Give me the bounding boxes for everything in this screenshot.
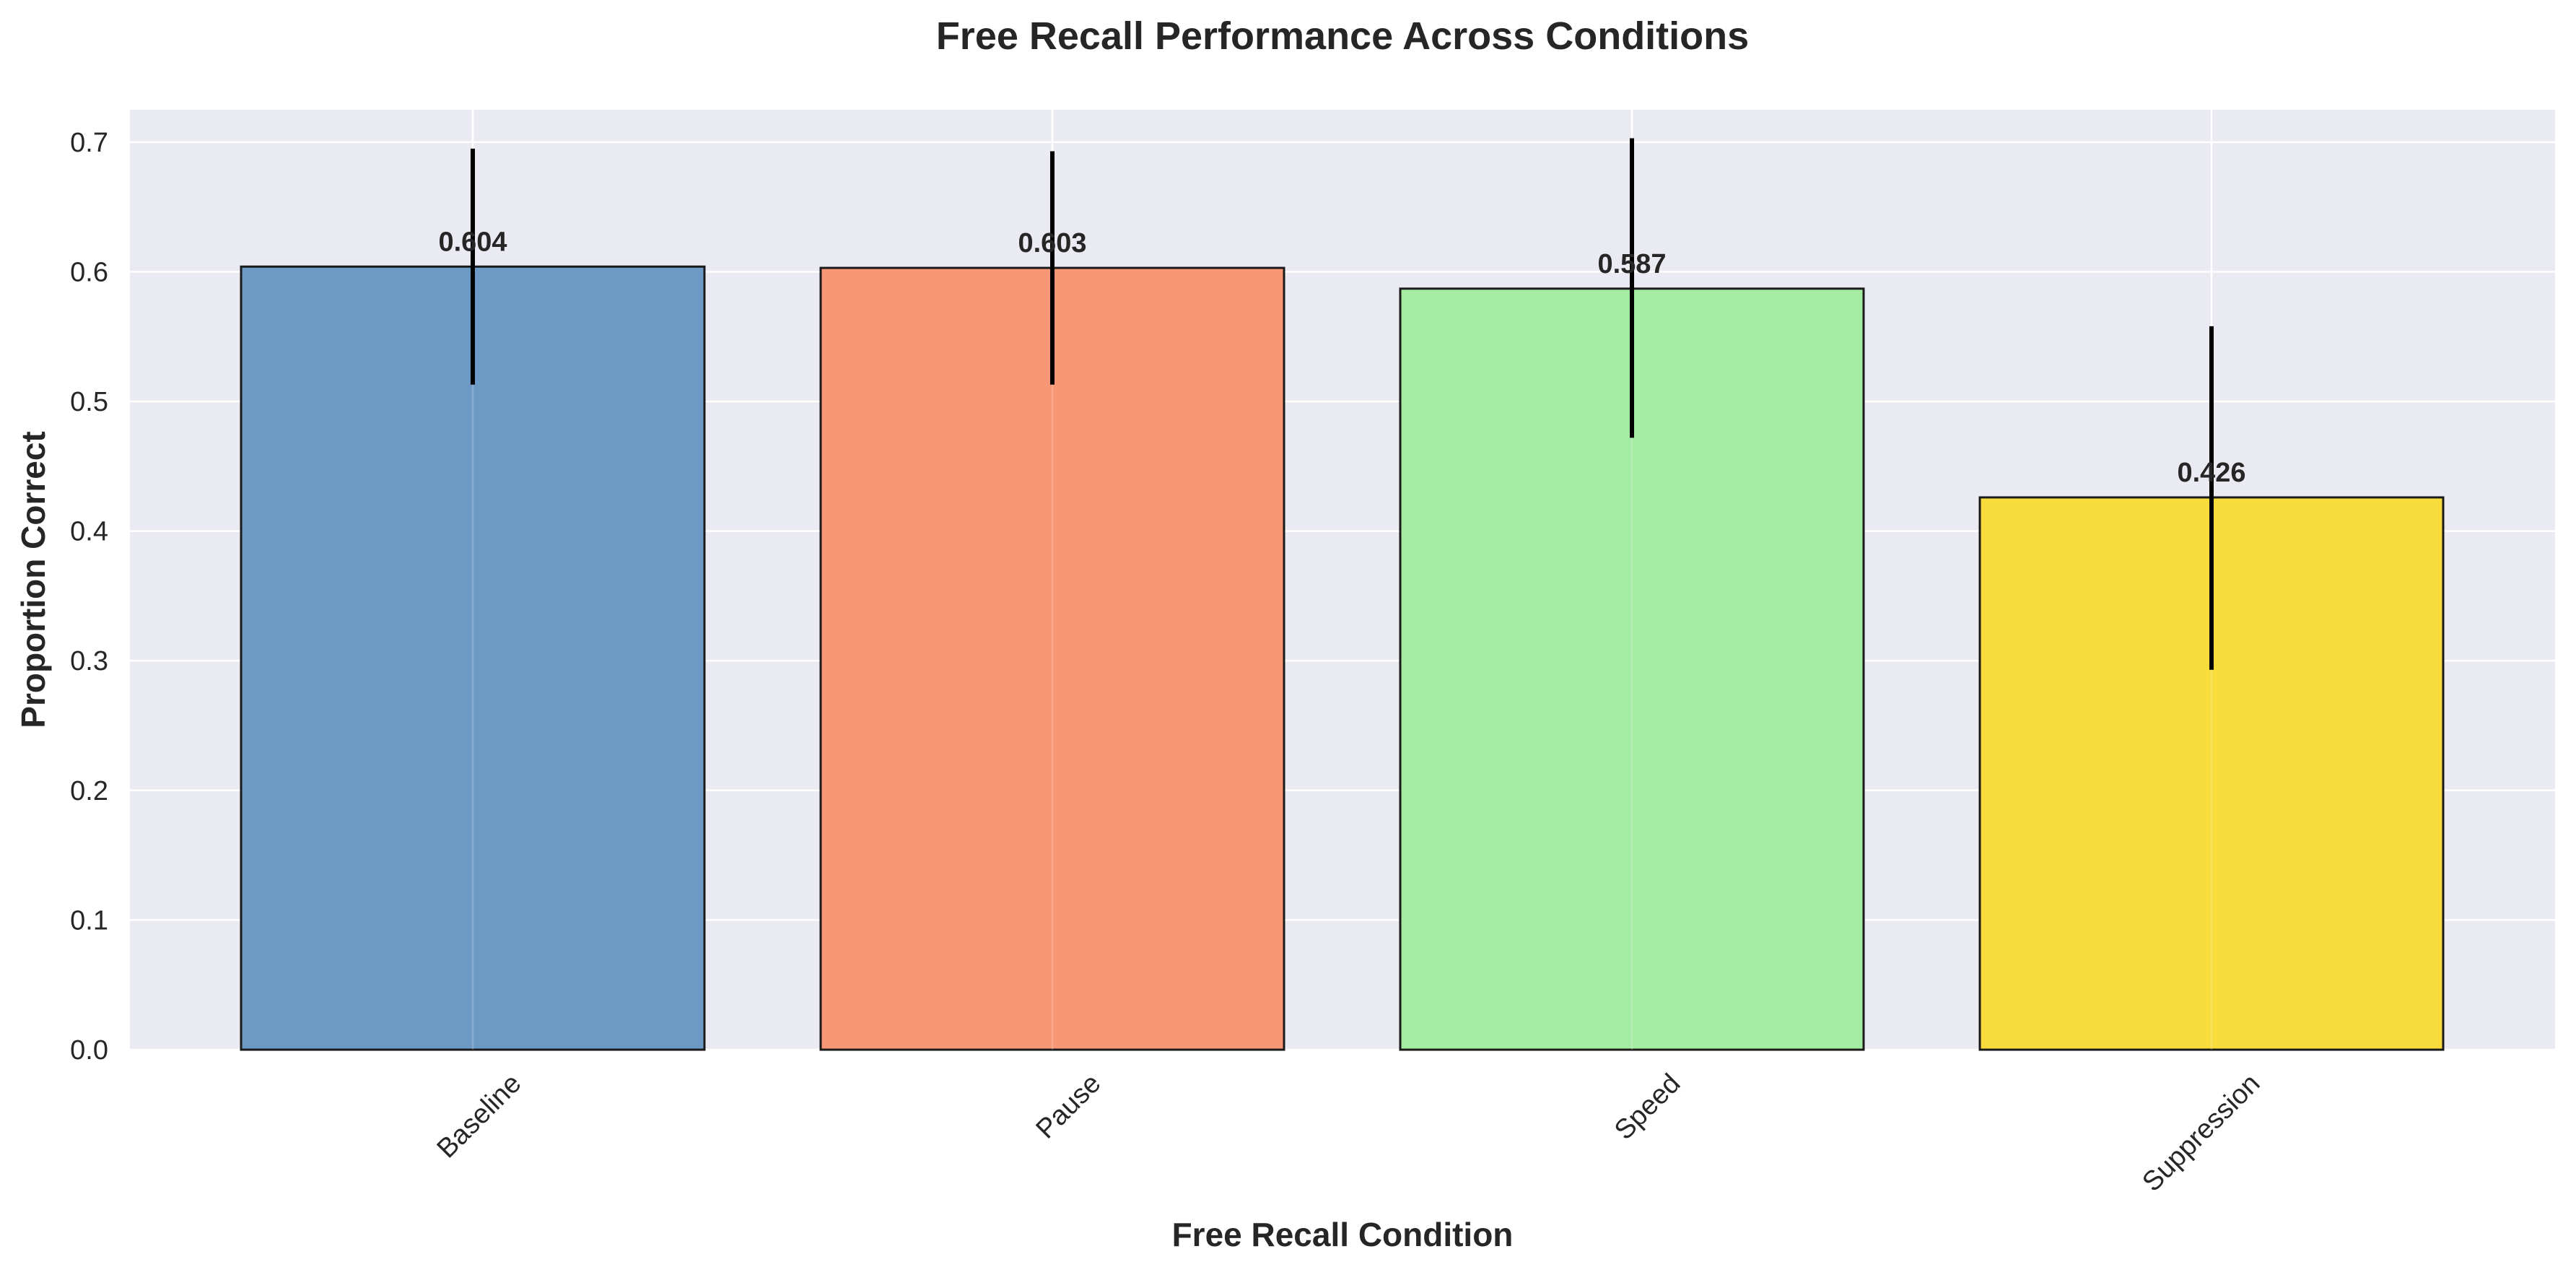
x-tick-label: Baseline [432,1068,528,1164]
value-label: 0.604 [438,227,507,257]
x-axis-label: Free Recall Condition [1172,1216,1514,1253]
x-tick-label: Pause [1031,1068,1107,1145]
bar [240,265,706,1051]
bars [240,265,2445,1051]
value-labels: 0.604 0.603 0.587 0.426 [438,227,2245,488]
bar [819,266,1285,1051]
x-tick-label: Suppression [2136,1068,2266,1198]
y-tick-label: 0.1 [70,905,108,936]
value-label: 0.587 [1597,249,1666,279]
value-label: 0.603 [1018,228,1086,258]
y-tick-label: 0.4 [70,517,108,547]
value-label: 0.426 [2177,458,2245,488]
y-tick-label: 0.3 [70,646,108,676]
y-tick-label: 0.7 [70,128,108,158]
x-tick-label: Speed [1609,1068,1686,1146]
y-tick-label: 0.2 [70,776,108,806]
chart-title: Free Recall Performance Across Condition… [936,14,1749,58]
y-tick-label: 0.0 [70,1035,108,1066]
y-axis-ticks: 0.0 0.1 0.2 0.3 0.4 0.5 0.6 0.7 [70,128,108,1066]
y-tick-label: 0.6 [70,257,108,287]
x-axis-ticks: Baseline Pause Speed Suppression [432,1068,2266,1198]
error-bars [471,138,2214,670]
y-tick-label: 0.5 [70,387,108,417]
y-axis-label: Proportion Correct [14,431,52,728]
